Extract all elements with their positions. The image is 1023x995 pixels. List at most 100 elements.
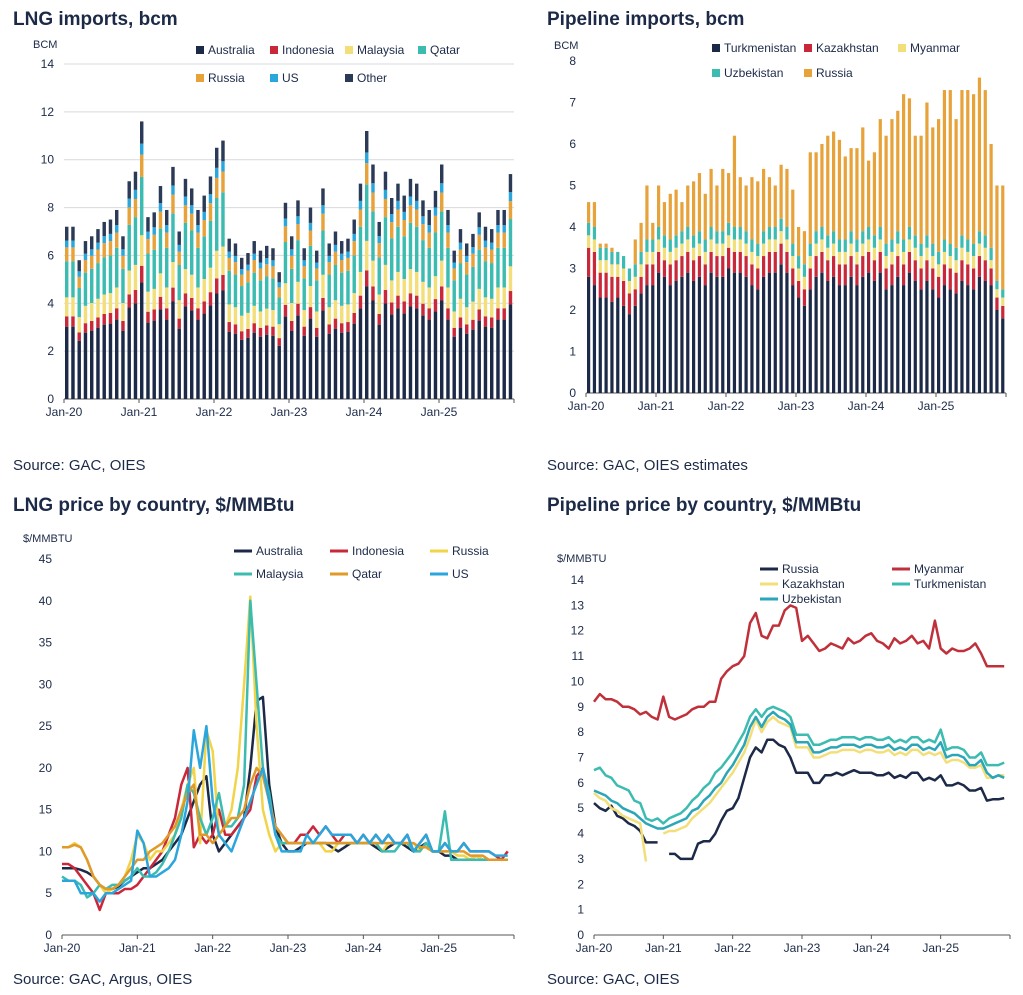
bar-segment-turkmenistan	[598, 297, 602, 393]
bar-segment-malaysia	[283, 283, 288, 305]
x-tick-label: Jan-21	[121, 405, 158, 419]
bar-segment-other	[215, 147, 219, 168]
bar-segment-russia	[785, 168, 789, 227]
bar-segment-russia	[727, 173, 731, 223]
bar-segment-other	[477, 212, 481, 228]
bar-segment-other	[277, 272, 281, 283]
bar-segment-us	[133, 189, 138, 199]
bar-segment-other	[377, 221, 381, 237]
bar-segment-other	[502, 209, 506, 226]
bar-segment-myanmar	[727, 235, 731, 248]
bar-segment-australia	[171, 301, 175, 399]
bar-segment-us	[202, 211, 206, 221]
bar-segment-russia	[271, 266, 275, 279]
bar-segment-qatar	[165, 247, 169, 288]
bar-segment-us	[271, 260, 275, 267]
bar-segment-qatar	[427, 247, 431, 288]
bar-segment-russia	[277, 287, 281, 298]
bar-segment-russia	[496, 232, 500, 248]
y-tick-label: 0	[47, 392, 54, 406]
bar-segment-qatar	[221, 192, 225, 247]
bar-segment-us	[471, 247, 475, 254]
y-tick-label: 10	[39, 844, 53, 858]
bar-segment-russia	[433, 215, 438, 233]
legend-swatch-russia	[196, 74, 204, 82]
bar-segment-kazakhstan	[802, 289, 807, 306]
bar-segment-us	[183, 196, 188, 206]
bar-segment-australia	[196, 319, 200, 399]
bar-segment-myanmar	[779, 231, 783, 244]
bar-segment-kazakhstan	[826, 260, 830, 281]
bar-segment-qatar	[215, 198, 219, 251]
bar-segment-us	[246, 264, 250, 271]
bar-segment-turkmenistan	[732, 272, 737, 393]
bar-segment-russia	[283, 226, 288, 243]
bar-segment-indonesia	[383, 289, 388, 304]
bar-segment-other	[96, 229, 100, 243]
bar-segment-malaysia	[415, 271, 419, 296]
bar-segment-other	[77, 260, 81, 272]
bar-segment-australia	[315, 336, 319, 399]
bar-segment-us	[315, 262, 319, 269]
bar-segment-myanmar	[948, 256, 952, 269]
bar-segment-myanmar	[791, 256, 795, 269]
bar-segment-uzbekistan	[861, 231, 865, 244]
bar-segment-other	[327, 243, 331, 256]
bar-segment-australia	[458, 327, 463, 399]
bar-segment-qatar	[246, 282, 250, 313]
bar-segment-malaysia	[490, 298, 494, 318]
bar-segment-other	[127, 181, 131, 199]
bar-segment-other	[177, 231, 181, 245]
legend-label-australia: Australia	[256, 544, 303, 558]
bar-segment-myanmar	[732, 239, 737, 252]
x-tick-label: Jan-21	[119, 941, 156, 955]
bar-segment-malaysia	[390, 280, 394, 303]
bar-segment-turkmenistan	[773, 272, 777, 393]
y-axis-label: $/MMBTU	[23, 533, 73, 545]
bar-segment-turkmenistan	[680, 276, 684, 393]
bar-segment-myanmar	[808, 256, 812, 269]
bar-segment-myanmar	[680, 243, 684, 257]
bar-segment-uzbekistan	[849, 231, 853, 244]
bar-segment-malaysia	[252, 305, 256, 324]
bar-segment-us	[483, 240, 488, 248]
bar-segment-qatar	[433, 232, 438, 277]
bar-segment-indonesia	[452, 327, 456, 337]
bar-segment-kazakhstan	[808, 268, 812, 290]
bar-segment-kazakhstan	[849, 256, 853, 277]
bar-segment-turkmenistan	[738, 272, 742, 393]
bar-segment-russia	[333, 251, 338, 265]
bar-segment-other	[83, 241, 88, 254]
bar-segment-qatar	[196, 247, 200, 288]
bar-segment-australia	[65, 326, 69, 399]
bar-segment-other	[483, 226, 488, 241]
bar-segment-australia	[115, 319, 119, 399]
bar-segment-russia	[108, 241, 113, 256]
bar-segment-myanmar	[937, 264, 941, 277]
bar-segment-qatar	[390, 238, 394, 281]
pipeline-price-source: Source: GAC, OIES	[547, 971, 680, 988]
bar-segment-kazakhstan	[820, 251, 824, 273]
bar-segment-uzbekistan	[977, 231, 982, 244]
bar-segment-indonesia	[302, 326, 306, 336]
lng-imports-chart: 0 2 4 6 8 10 12 14 BCM Jan-20 Jan-21 Jan-22 Jan-23 Ja…	[33, 39, 515, 419]
bar-segment-indonesia	[71, 316, 75, 327]
bar-segment-turkmenistan	[896, 276, 900, 393]
bar-segment-turkmenistan	[867, 272, 871, 393]
bar-segment-other	[283, 202, 288, 219]
bar-segment-russia	[440, 192, 444, 212]
bar-segment-myanmar	[762, 243, 766, 257]
bar-segment-kazakhstan	[989, 268, 993, 286]
bar-segment-australia	[158, 309, 163, 399]
legend-label-other: Other	[357, 71, 387, 85]
bar-segment-turkmenistan	[727, 268, 731, 393]
bar-segment-us	[427, 225, 431, 233]
bar-segment-malaysia	[202, 278, 206, 302]
bar-segment-indonesia	[477, 309, 481, 321]
legend-label-russia: Russia	[452, 544, 489, 558]
bar-segment-russia	[371, 192, 375, 212]
bar-segment-indonesia	[358, 295, 363, 309]
bar-segment-other	[458, 229, 463, 243]
bar-segment-malaysia	[83, 305, 88, 324]
lng-price-chart: 0 5 10 15 20 25 30 35 40 45 $/MMBTU Jan-20 Jan-21 Jan…	[23, 533, 515, 955]
